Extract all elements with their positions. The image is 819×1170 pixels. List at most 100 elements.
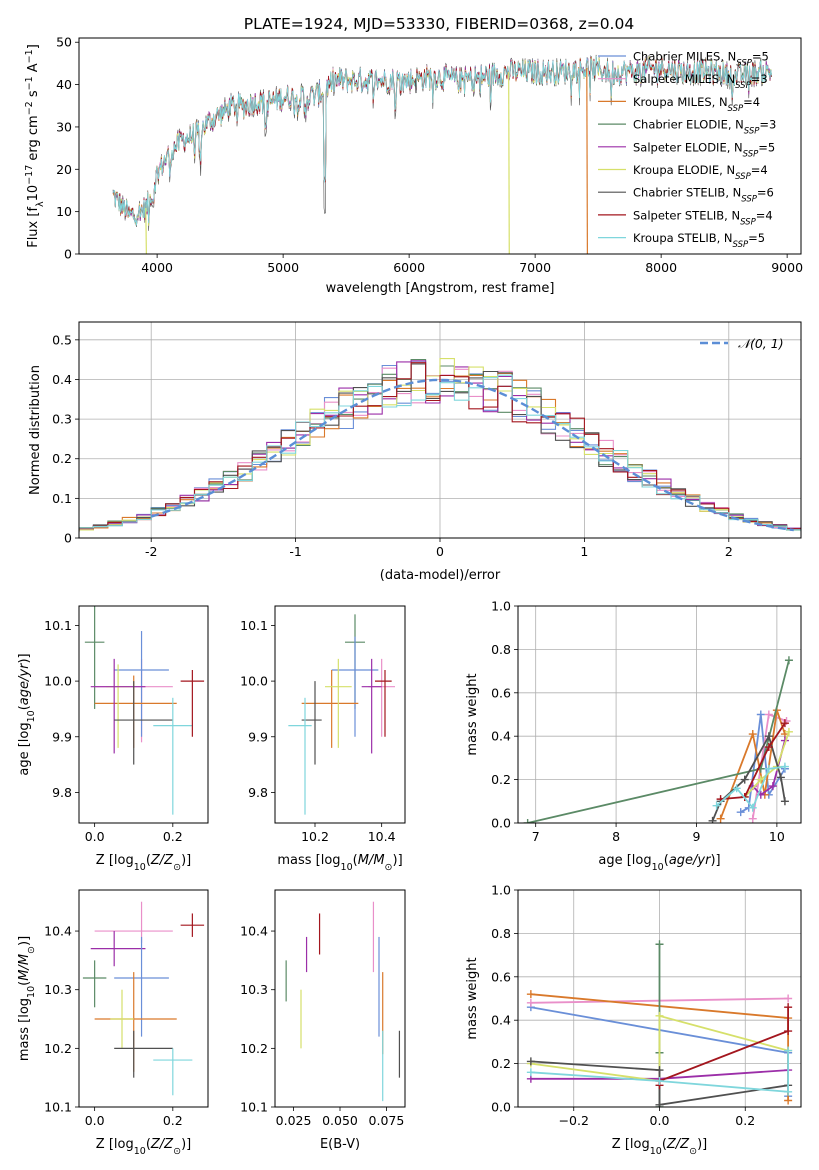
weight-line-kroupa-stelib — [530, 1050, 789, 1093]
x-axis-label: wavelength [Angstrom, rest frame] — [326, 281, 555, 296]
weight-line-kroupa-elodie — [744, 731, 790, 798]
x-tick-label: 10 — [769, 829, 785, 844]
y-tick-label: 50 — [56, 35, 72, 50]
legend-entry-chabrier-elodie: Chabrier ELODIE, NSSP=3 — [633, 118, 776, 137]
y-axis-label: mass weight — [465, 957, 480, 1039]
x-tick-label: -1 — [289, 544, 301, 559]
x-tick-label: 0.050 — [322, 1113, 358, 1128]
panel-age-vs-Z: 0.0 0.2 9.8 9.9 10.0 10.1 Z [log10(Z/Z⊙)] age [… — [17, 605, 209, 873]
errorbar-salpeter-elodie — [361, 658, 382, 754]
x-axis-label: mass [log10(M/M⊙)] — [277, 853, 402, 873]
weight-marker-salpeter-miles — [748, 814, 757, 823]
weight-marker-kroupa-stelib — [784, 1046, 793, 1055]
ticks-mass-vs-Z: 0.0 0.2 10.1 10.2 10.3 10.4 — [44, 924, 183, 1128]
weight-marker-chabrier-stelib — [776, 773, 785, 782]
weight-marker-chabrier-stelib — [708, 816, 717, 823]
weight-marker-salpeter-stelib — [784, 1027, 793, 1036]
y-tick-label: 1.0 — [491, 599, 511, 614]
y-tick-label: 10.0 — [240, 674, 268, 689]
errorbar-chabrier-miles — [331, 636, 379, 737]
legend-entry-kroupa-elodie: Kroupa ELODIE, NSSP=4 — [633, 163, 768, 182]
axes-frame — [78, 321, 802, 539]
errorbar-chabrier-stelib — [114, 1030, 173, 1078]
weight-marker-chabrier-stelib — [764, 732, 773, 741]
weight-marker-kroupa-stelib — [784, 1087, 793, 1096]
weight-marker-chabrier-stelib — [740, 775, 749, 784]
errorbar-kroupa-elodie — [325, 658, 352, 748]
figure-title: PLATE=1924, MJD=53330, FIBERID=0368, z=0… — [244, 15, 634, 33]
errorbar-chabrier-elodie — [82, 960, 107, 1008]
x-tick-label: 0.025 — [276, 1113, 312, 1128]
x-axis-label: (data-model)/error — [380, 568, 501, 583]
x-tick-label: 1 — [580, 544, 588, 559]
errorbar-salpeter-stelib — [375, 669, 392, 737]
y-tick-label: 9.8 — [248, 785, 268, 800]
weight-marker-kroupa-elodie — [784, 727, 793, 736]
x-tick-label: 8000 — [645, 260, 677, 275]
y-axis-label: mass weight — [465, 673, 480, 755]
y-tick-label: 10.1 — [44, 1100, 72, 1115]
weight-marker-salpeter-miles — [764, 710, 773, 719]
x-tick-label: 0.0 — [85, 829, 105, 844]
x-tick-label: 0.0 — [650, 1113, 670, 1128]
weight-line-salpeter-stelib — [720, 722, 786, 800]
x-tick-label: 7 — [532, 829, 540, 844]
x-tick-label: 2 — [725, 544, 733, 559]
y-axis-label: mass [log10(M/M⊙)] — [17, 936, 37, 1061]
y-tick-label: 0.0 — [491, 1100, 511, 1115]
ticks-spectrum: 4000 5000 6000 7000 8000 9000 0 10 20 30 40 50 — [56, 35, 803, 275]
legend-entry-chabrier-miles: Chabrier MILES, NSSP=5 — [633, 50, 769, 69]
plot-area-spectrum — [112, 54, 772, 254]
weight-marker-kroupa-stelib — [748, 803, 757, 812]
y-tick-label: 0.1 — [52, 491, 72, 506]
weight-marker-salpeter-miles — [526, 998, 535, 1007]
y-tick-label: 10 — [56, 204, 72, 219]
weight-marker-kroupa-stelib — [526, 1068, 535, 1077]
spectrum-legend: Chabrier MILES, NSSP=5 Salpeter MILES, NS… — [598, 50, 776, 250]
y-tick-label: 0.6 — [491, 685, 511, 700]
y-tick-label: 0.8 — [491, 642, 511, 657]
errorbar-salpeter-stelib — [180, 913, 205, 937]
plot-area-mass-vs-Z — [82, 901, 205, 1096]
axes-frame — [517, 605, 802, 824]
weight-line-kroupa-elodie — [530, 1014, 789, 1083]
y-tick-label: 10.4 — [240, 924, 268, 939]
legend-entry-salpeter-stelib: Salpeter STELIB, NSSP=4 — [633, 208, 773, 227]
y-tick-label: 0.5 — [52, 332, 72, 347]
y-tick-label: 30 — [56, 119, 72, 134]
weight-marker-salpeter-miles — [784, 994, 793, 1003]
ticks-massweight-vs-age: 7 8 9 10 0.0 0.2 0.4 0.6 0.8 1.0 — [491, 599, 785, 845]
x-tick-label: -2 — [145, 544, 157, 559]
spectrum-glitch — [586, 67, 588, 254]
plot-area-mass-vs-EBV — [285, 901, 401, 1102]
weight-marker-salpeter-stelib — [784, 1003, 793, 1012]
spectrum-glitch — [508, 72, 510, 254]
x-tick-label: 0.0 — [85, 1113, 105, 1128]
weight-marker-salpeter-elodie — [768, 782, 777, 791]
spectrum-glitch — [145, 208, 147, 254]
errorbar-kroupa-elodie — [110, 989, 134, 1049]
y-tick-label: 0 — [64, 247, 72, 262]
axes-frame — [78, 889, 209, 1108]
errorbar-chabrier-elodie — [84, 606, 105, 709]
x-axis-label: Z [log10(Z/Z⊙)] — [612, 1137, 707, 1157]
weight-marker-chabrier-stelib — [655, 1100, 664, 1107]
y-tick-label: 0.3 — [52, 412, 72, 427]
x-axis-label: age [log10(age/yr)] — [598, 853, 720, 873]
plot-area-massweight-vs-Z — [526, 940, 793, 1107]
y-tick-label: 9.9 — [248, 729, 268, 744]
x-axis-label: E(B-V) — [320, 1137, 360, 1152]
x-tick-label: 0.2 — [163, 1113, 183, 1128]
plot-area-histogram — [79, 358, 801, 533]
ticks-age-vs-mass: 10.2 10.4 9.8 9.9 10.0 10.1 — [240, 618, 395, 844]
legend-entry-gaussian: 𝒩(0, 1) — [738, 336, 784, 351]
weight-marker-kroupa-stelib — [655, 1076, 664, 1085]
spectrum-glitch — [414, 79, 417, 94]
y-tick-label: 20 — [56, 162, 72, 177]
y-tick-label: 0.2 — [491, 772, 511, 787]
plot-area-age-vs-mass — [288, 614, 395, 815]
weight-marker-chabrier-elodie — [523, 819, 532, 823]
y-tick-label: 0 — [64, 531, 72, 546]
y-tick-label: 10.3 — [44, 982, 72, 997]
y-axis-label: Flux [fλ10−17 erg cm−2 s−1 A−1] — [24, 44, 46, 248]
